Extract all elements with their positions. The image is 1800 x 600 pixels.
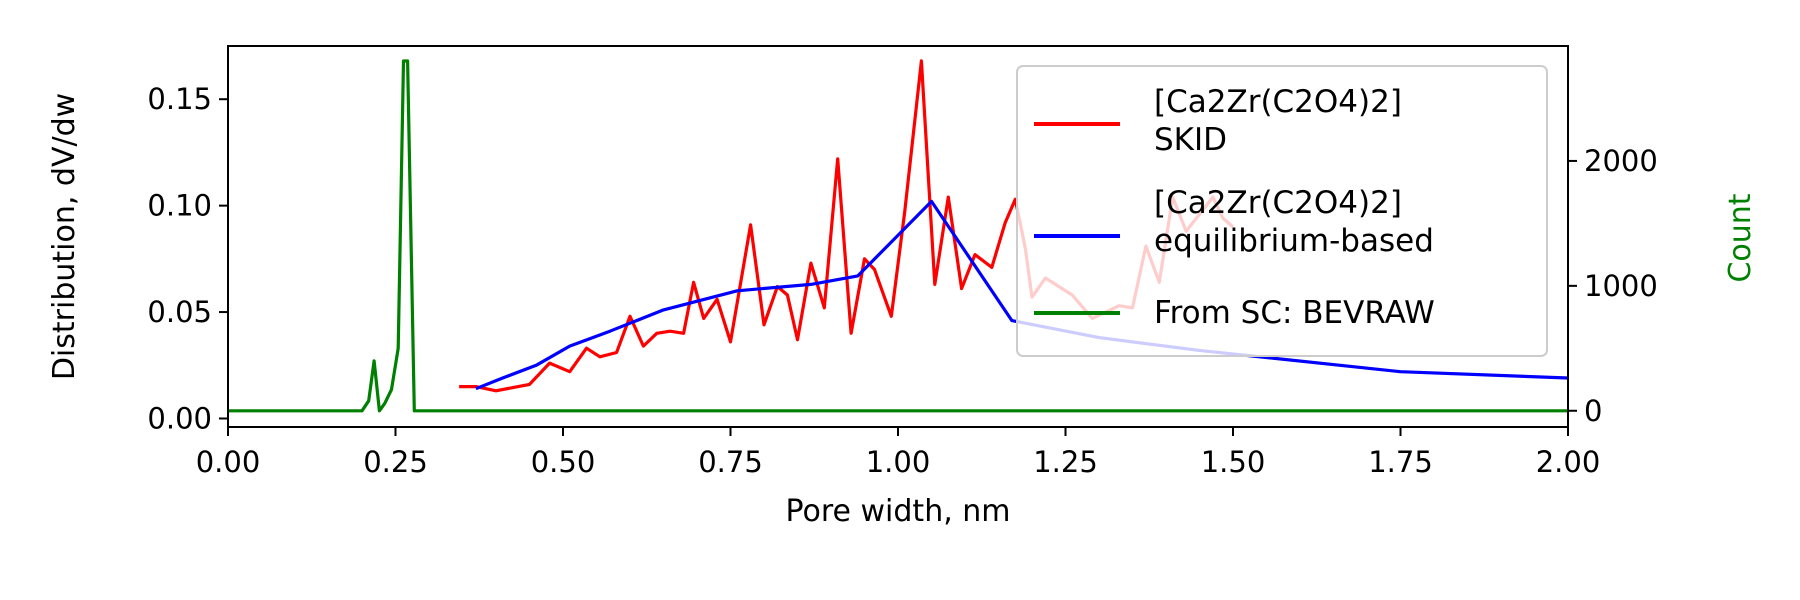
x-axis-title: Pore width, nm [785, 494, 1010, 529]
x-tick-label: 0.75 [698, 445, 763, 479]
y2-tick-label: 1000 [1584, 269, 1658, 303]
legend-label-1: [Ca2Zr(C2O4)2] equilibrium-based [1154, 185, 1434, 259]
x-tick-label: 0.25 [363, 445, 428, 479]
x-tick-label: 0.00 [196, 445, 261, 479]
y2-axis-title: Count [1723, 193, 1758, 282]
x-tick-label: 1.75 [1368, 445, 1433, 479]
y-tick-label: 0.10 [147, 189, 212, 223]
y-tick-label: 0.05 [147, 295, 212, 329]
y2-tick-label: 2000 [1584, 144, 1658, 178]
legend-box [1016, 65, 1548, 357]
series-line-2 [228, 59, 1568, 413]
axes-layer: 0.00 0.25 0.50 0.75 1.00 1.25 1.50 1.75 2.00 0.00… [47, 45, 1758, 529]
legend: [Ca2Zr(C2O4)2] SKID [Ca2Zr(C2O4)2] equilibr… [1016, 65, 1548, 357]
legend-label-2: From SC: BEVRAW [1154, 295, 1435, 331]
legend-label-0: [Ca2Zr(C2O4)2] SKID [1154, 84, 1402, 158]
x-tick-label: 1.50 [1201, 445, 1266, 479]
y-axis-title: Distribution, dV/dw [47, 93, 82, 380]
x-tick-label: 2.00 [1536, 445, 1601, 479]
x-tick-label: 1.25 [1033, 445, 1098, 479]
x-tick-label: 1.00 [866, 445, 931, 479]
y-tick-label: 0.15 [147, 82, 212, 116]
y-tick-label: 0.00 [147, 401, 212, 435]
y2-tick-label: 0 [1584, 394, 1602, 428]
x-tick-label: 0.50 [531, 445, 596, 479]
